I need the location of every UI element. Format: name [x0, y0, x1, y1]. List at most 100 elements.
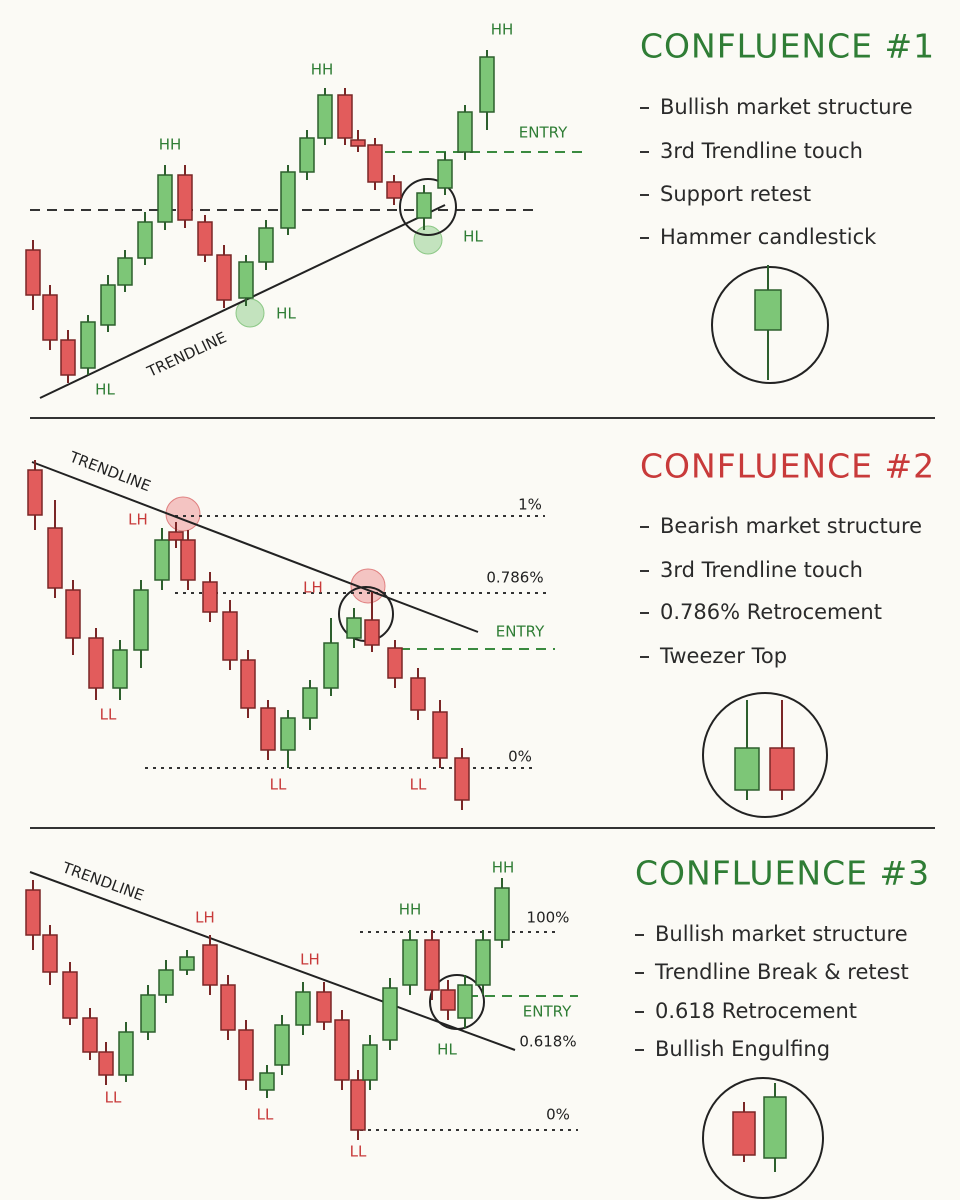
candle-body [157, 174, 173, 223]
icon-circle [702, 692, 828, 818]
bullet-point: 3rd Trendline touch [660, 558, 863, 582]
chart-label: LL [410, 776, 427, 794]
chart-label: LH [128, 511, 148, 529]
touch-marker [350, 568, 386, 604]
candle-body [424, 939, 440, 991]
candle-body [280, 717, 296, 751]
candle-body [457, 984, 473, 1019]
candle-body [47, 527, 63, 589]
candle-body [25, 249, 41, 296]
candle-body [364, 619, 380, 646]
chart-label: LL [270, 776, 287, 794]
icon-circle [711, 266, 829, 384]
candle-body [240, 659, 256, 709]
candle-body [216, 254, 232, 301]
candle-body [367, 144, 383, 183]
chart-label: 0% [508, 748, 532, 766]
trendline [29, 871, 516, 1051]
candle-body [220, 984, 236, 1031]
chart-label: 0.618% [519, 1033, 576, 1051]
candle-body [440, 989, 456, 1011]
bullet-point: 0.786% Retrocement [660, 600, 882, 624]
candle-body [42, 294, 58, 341]
candle-body [177, 174, 193, 221]
chart-label: 100% [527, 909, 570, 927]
candle-body [259, 1072, 275, 1091]
candle-body [334, 1019, 350, 1081]
chart-label: LL [257, 1106, 274, 1124]
candle-body [60, 339, 76, 376]
candle-body [387, 647, 403, 679]
candle-body [732, 1111, 756, 1156]
bullet-point: Trendline Break & retest [654, 960, 909, 984]
candle-body [437, 159, 453, 189]
candle-body [457, 111, 473, 153]
chart-label: HH [399, 901, 422, 919]
chart-label: ENTRY [523, 1003, 572, 1021]
bullet-point: Support retest [660, 182, 811, 206]
candle-body [197, 221, 213, 256]
highlight-circle [399, 178, 457, 236]
bullet-point: Bullish Engulfing [655, 1037, 830, 1061]
candle-body [117, 257, 133, 286]
bullet-point: Hammer candlestick [660, 225, 877, 249]
chart-label: TRENDLINE [59, 858, 146, 904]
bullet-point: 3rd Trendline touch [660, 139, 863, 163]
candle-body [346, 617, 362, 639]
candle-body [140, 994, 156, 1033]
candle-body [382, 987, 398, 1041]
panel-3-lines [29, 871, 824, 1199]
chart-label: TRENDLINE [143, 328, 229, 381]
chart-label: HL [95, 381, 115, 399]
touch-marker [413, 225, 443, 255]
candle-body [238, 1029, 254, 1081]
candle-body [258, 227, 274, 263]
candle-body [280, 171, 296, 229]
candle-body [179, 956, 195, 971]
candle-body [260, 707, 276, 751]
candle-body [316, 991, 332, 1023]
candle-body [112, 649, 128, 689]
candle-body [180, 539, 196, 581]
candle-body [65, 589, 81, 639]
candle-body [80, 321, 96, 369]
candle-body [350, 1079, 366, 1131]
candle-body [137, 221, 153, 259]
panel-title: CONFLUENCE #1 [640, 27, 935, 66]
candle-body [302, 687, 318, 719]
chart-label: LH [195, 909, 215, 927]
chart-label: HL [437, 1041, 457, 1059]
bullet-point: 0.618 Retrocement [655, 999, 857, 1023]
candle-body [118, 1031, 134, 1076]
trendline [39, 204, 446, 399]
candle-body [475, 939, 491, 986]
candle-body [133, 589, 149, 651]
candle-body [42, 934, 58, 973]
panel-1-lines [30, 151, 829, 399]
candle-body [362, 1044, 378, 1081]
chart-label: HL [463, 228, 483, 246]
candle-body [82, 1017, 98, 1053]
chart-label: LL [350, 1143, 367, 1161]
chart-label: TRENDLINE [66, 447, 153, 495]
chart-label: 1% [518, 496, 542, 514]
candle-body [754, 289, 782, 331]
candle-body [386, 181, 402, 199]
candle-body [734, 747, 760, 791]
candle-body [202, 944, 218, 986]
chart-label: LL [100, 706, 117, 724]
trendline [31, 461, 479, 633]
candle-body [454, 757, 470, 801]
candle-body [763, 1096, 787, 1159]
chart-label: LH [303, 579, 323, 597]
candle-body [323, 642, 339, 689]
candle-body [274, 1024, 290, 1066]
chart-label: HH [311, 61, 334, 79]
bullet-point: Bullish market structure [655, 922, 908, 946]
bullet-point: Bearish market structure [660, 514, 922, 538]
candle-body [299, 137, 315, 173]
candle-body [337, 94, 353, 139]
chart-label: 0.786% [486, 569, 543, 587]
candle-body [479, 56, 495, 113]
